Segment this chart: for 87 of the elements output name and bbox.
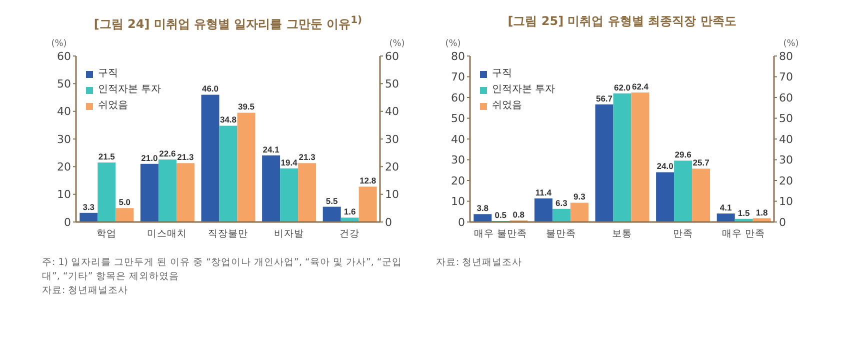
x-tick-label: 비자발 xyxy=(274,228,304,240)
y2-axis-title: (%) xyxy=(389,39,405,49)
legend-label: 구직 xyxy=(492,67,512,81)
x-tick-label: 만족 xyxy=(672,228,693,240)
y2-tick-label: 50 xyxy=(385,78,399,91)
data-label: 29.6 xyxy=(674,150,692,160)
y2-tick-label: 40 xyxy=(779,132,793,146)
x-tick-label: 건강 xyxy=(340,228,360,240)
data-label: 1.8 xyxy=(756,207,768,218)
x-tick-label: 학업 xyxy=(96,228,116,240)
y2-tick-label: 40 xyxy=(385,105,399,118)
x-tick-label: 미스매치 xyxy=(147,228,188,240)
y-tick-label: 40 xyxy=(451,132,465,146)
y2-tick-label: 10 xyxy=(385,188,399,202)
y2-tick-label: 30 xyxy=(779,154,793,167)
x-tick-label: 매우 만족 xyxy=(722,228,766,240)
y2-tick-label: 0 xyxy=(779,216,786,229)
y2-tick-label: 20 xyxy=(385,160,399,174)
data-label: 1.5 xyxy=(738,208,750,218)
data-label: 0.5 xyxy=(494,210,507,220)
data-label: 3.8 xyxy=(476,203,489,214)
x-tick-label: 직장불만 xyxy=(208,228,248,240)
data-label: 34.8 xyxy=(220,114,237,125)
data-label: 5.0 xyxy=(118,197,131,208)
y-axis-title: (%) xyxy=(445,39,461,49)
y-tick-label: 30 xyxy=(451,154,465,167)
y-tick-label: 0 xyxy=(458,216,465,229)
data-label: 56.7 xyxy=(596,93,613,104)
y-tick-label: 10 xyxy=(57,188,71,202)
data-label: 19.4 xyxy=(280,157,298,168)
data-label: 1.6 xyxy=(344,206,356,217)
y2-tick-label: 50 xyxy=(779,112,793,126)
text: 주: 1) 일자리를 그만두게 된 이유 중 “창업이나 개인사업”, “육아 및 가사”, “군입대”, “기타” 항목은 제외하였음 xyxy=(42,256,403,284)
data-label: 21.5 xyxy=(98,152,116,162)
data-label: 11.4 xyxy=(535,187,552,198)
y-tick-label: 70 xyxy=(451,70,465,84)
y-axis-title: (%) xyxy=(51,39,67,49)
legend-label: 구직 xyxy=(98,67,118,81)
y2-tick-label: 10 xyxy=(779,195,793,208)
y-tick-label: 30 xyxy=(57,132,71,146)
data-label: 5.5 xyxy=(326,196,338,206)
x-tick-label: 매우 불만족 xyxy=(474,228,527,240)
x-tick-label: 불만족 xyxy=(546,228,576,240)
y2-tick-label: 0 xyxy=(385,216,392,229)
y-tick-label: 10 xyxy=(451,195,465,208)
legend-label: 쉬었음 xyxy=(492,99,522,113)
y-tick-label: 20 xyxy=(451,174,465,188)
data-label: 24.1 xyxy=(262,144,280,154)
y-tick-label: 60 xyxy=(451,91,465,104)
data-label: 21.3 xyxy=(298,152,316,162)
text: 자료: 청년패널조사 xyxy=(42,284,130,298)
data-label: 24.0 xyxy=(656,161,674,172)
data-label: 12.8 xyxy=(360,176,376,186)
y2-tick-label: 60 xyxy=(385,50,399,63)
data-label: 9.3 xyxy=(574,192,586,202)
data-label: 22.6 xyxy=(159,148,176,158)
y-tick-label: 0 xyxy=(64,216,71,229)
y-tick-label: 50 xyxy=(57,78,71,91)
data-label: 46.0 xyxy=(202,84,219,94)
legend-label: 인적자본 투자 xyxy=(98,83,162,97)
y2-axis-title: (%) xyxy=(783,39,799,49)
y2-tick-label: 20 xyxy=(779,174,793,188)
y2-tick-label: 30 xyxy=(385,132,399,146)
legend-label: 쉬었음 xyxy=(98,99,128,113)
y-tick-label: 50 xyxy=(451,112,465,126)
data-label: 4.1 xyxy=(720,202,732,212)
chart-title: [그림 24] 미취업 유형별 일자리를 그만둔 이유$^{1)}$ xyxy=(92,14,364,33)
data-label: 21.3 xyxy=(177,152,194,162)
text: 자료: 청년패널조사 xyxy=(436,256,524,270)
y-tick-label: 60 xyxy=(57,50,71,63)
legend-label: 인적자본 투자 xyxy=(492,83,556,97)
data-label: 62.0 xyxy=(614,82,631,92)
data-label: 25.7 xyxy=(692,158,710,168)
y-tick-label: 20 xyxy=(57,160,71,174)
chart-title: [그림 25] 미취업 유형별 최종직장 만족도 xyxy=(506,13,738,30)
x-tick-label: 보통 xyxy=(612,228,632,240)
y2-tick-label: 80 xyxy=(779,50,793,63)
y-tick-label: 80 xyxy=(451,50,465,63)
data-label: 62.4 xyxy=(632,82,649,92)
data-label: 21.0 xyxy=(141,152,158,163)
data-label: 3.3 xyxy=(82,202,95,212)
data-label: 6.3 xyxy=(556,198,568,208)
data-label: 39.5 xyxy=(238,102,255,112)
y2-tick-label: 60 xyxy=(779,91,793,104)
y2-tick-label: 70 xyxy=(779,70,793,84)
y-tick-label: 40 xyxy=(57,105,71,118)
data-label: 0.8 xyxy=(512,209,525,220)
